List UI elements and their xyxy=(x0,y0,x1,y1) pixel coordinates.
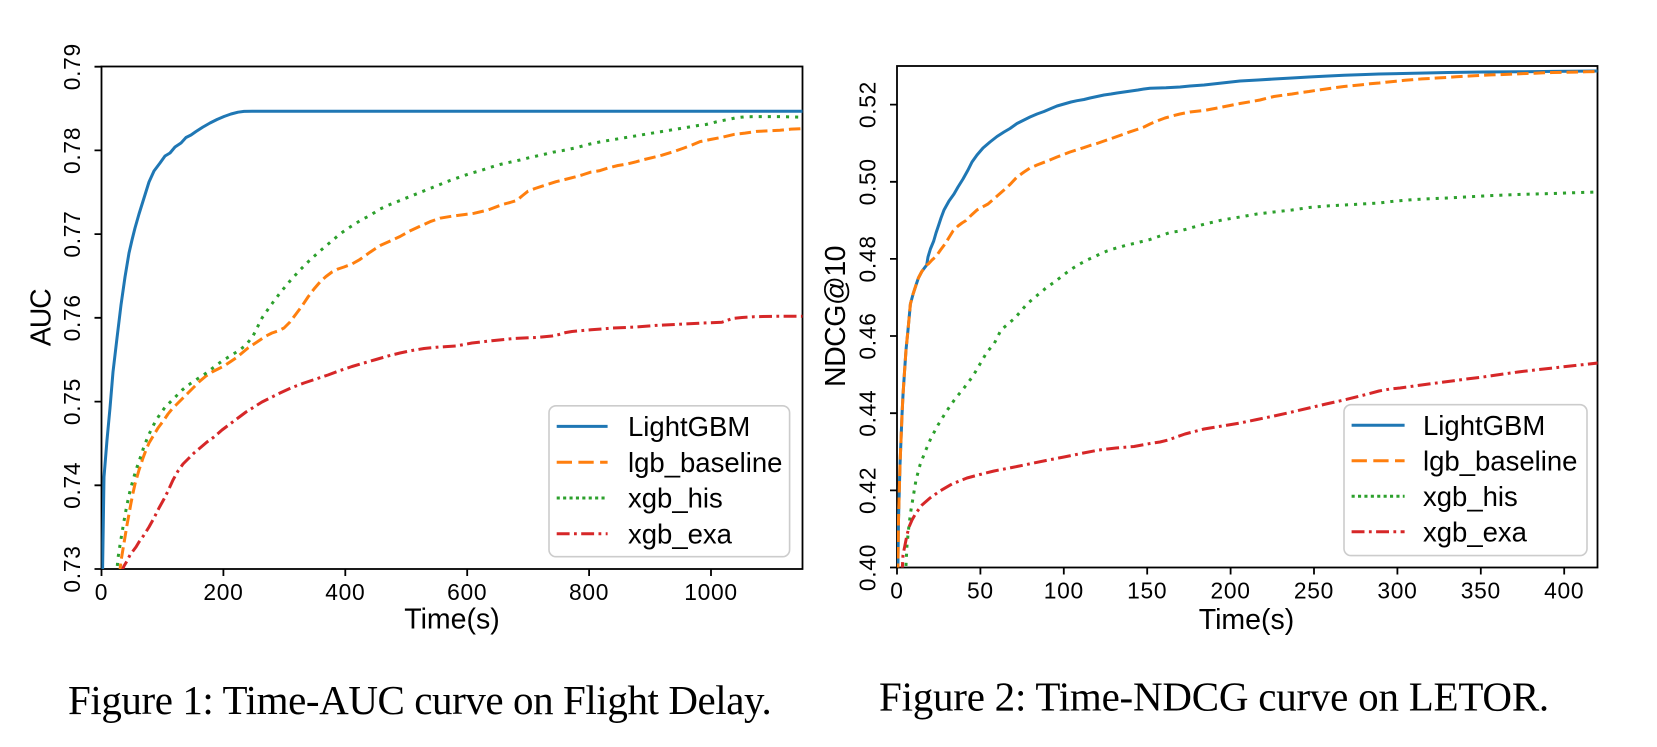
svg-text:0.52: 0.52 xyxy=(855,81,881,128)
svg-text:LightGBM: LightGBM xyxy=(1423,410,1545,441)
svg-text:0.78: 0.78 xyxy=(59,127,85,174)
svg-text:600: 600 xyxy=(447,579,487,605)
svg-text:AUC: AUC xyxy=(26,289,58,346)
svg-text:0.76: 0.76 xyxy=(59,294,85,341)
svg-text:0.42: 0.42 xyxy=(855,467,881,514)
svg-text:250: 250 xyxy=(1294,578,1334,604)
svg-text:0.79: 0.79 xyxy=(59,43,85,90)
svg-text:0.48: 0.48 xyxy=(855,235,881,282)
svg-text:0.50: 0.50 xyxy=(855,158,881,205)
svg-text:LightGBM: LightGBM xyxy=(628,411,750,442)
svg-text:200: 200 xyxy=(1211,578,1251,604)
svg-text:Time(s): Time(s) xyxy=(1199,604,1295,636)
svg-text:0.44: 0.44 xyxy=(855,390,881,437)
svg-text:1000: 1000 xyxy=(684,579,738,605)
svg-text:xgb_exa: xgb_exa xyxy=(628,519,733,550)
svg-text:0.73: 0.73 xyxy=(59,545,85,592)
svg-text:0.77: 0.77 xyxy=(59,211,85,258)
svg-text:150: 150 xyxy=(1127,578,1167,604)
svg-text:0.40: 0.40 xyxy=(855,544,881,591)
svg-text:lgb_baseline: lgb_baseline xyxy=(628,447,782,478)
svg-text:xgb_exa: xgb_exa xyxy=(1423,517,1528,548)
svg-text:0.75: 0.75 xyxy=(59,378,85,425)
svg-text:0.46: 0.46 xyxy=(855,312,881,359)
svg-text:400: 400 xyxy=(1544,578,1584,604)
svg-text:NDCG@10: NDCG@10 xyxy=(820,246,852,387)
svg-text:100: 100 xyxy=(1044,578,1084,604)
svg-text:0: 0 xyxy=(890,578,903,604)
svg-text:xgb_his: xgb_his xyxy=(1423,481,1518,512)
svg-text:lgb_baseline: lgb_baseline xyxy=(1423,446,1577,477)
svg-text:50: 50 xyxy=(967,578,994,604)
svg-text:Figure 1: Time-AUC curve on Fl: Figure 1: Time-AUC curve on Flight Delay… xyxy=(68,677,771,723)
svg-text:300: 300 xyxy=(1377,578,1417,604)
svg-text:200: 200 xyxy=(203,579,243,605)
svg-text:0: 0 xyxy=(95,579,108,605)
svg-text:0.74: 0.74 xyxy=(59,462,85,509)
svg-text:xgb_his: xgb_his xyxy=(628,483,723,514)
svg-text:400: 400 xyxy=(325,579,365,605)
svg-text:350: 350 xyxy=(1461,578,1501,604)
svg-text:800: 800 xyxy=(569,579,609,605)
svg-text:Figure 2: Time-NDCG curve on L: Figure 2: Time-NDCG curve on LETOR. xyxy=(879,674,1549,720)
svg-text:Time(s): Time(s) xyxy=(404,604,500,636)
